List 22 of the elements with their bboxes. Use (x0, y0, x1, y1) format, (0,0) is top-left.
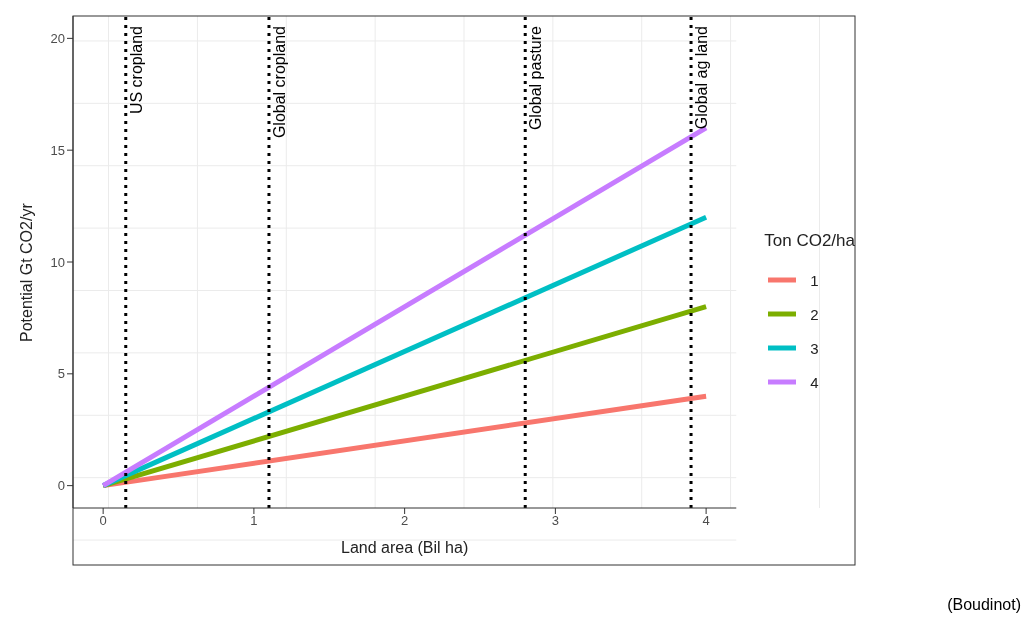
x-axis-title: Land area (Bil ha) (341, 539, 469, 556)
x-tick-label: 3 (551, 513, 559, 529)
y-axis-title: Potential Gt CO2/yr (17, 202, 35, 342)
x-tick-label: 1 (250, 513, 258, 529)
x-tick-label: 4 (702, 513, 710, 529)
legend-label: 1 (810, 271, 819, 289)
legend-label: 2 (810, 305, 819, 323)
x-tick-label: 2 (401, 513, 409, 529)
y-tick-label: 0 (57, 478, 65, 494)
legend-title: Ton CO2/ha (764, 231, 855, 251)
y-tick-label: 10 (50, 254, 65, 270)
ref-line-label: Global ag land (693, 26, 711, 130)
ref-line-label: Global cropland (271, 26, 289, 139)
x-tick-label: 0 (99, 513, 107, 529)
legend-label: 3 (810, 339, 819, 357)
y-tick-label: 15 (50, 142, 65, 158)
ref-line-label: US cropland (127, 26, 145, 115)
text: (Boudinot) (947, 596, 1021, 614)
y-tick-label: 5 (57, 366, 65, 382)
legend-label: 4 (810, 373, 819, 391)
y-tick-label: 20 (50, 30, 65, 46)
ref-line-label: Global pasture (527, 25, 545, 131)
